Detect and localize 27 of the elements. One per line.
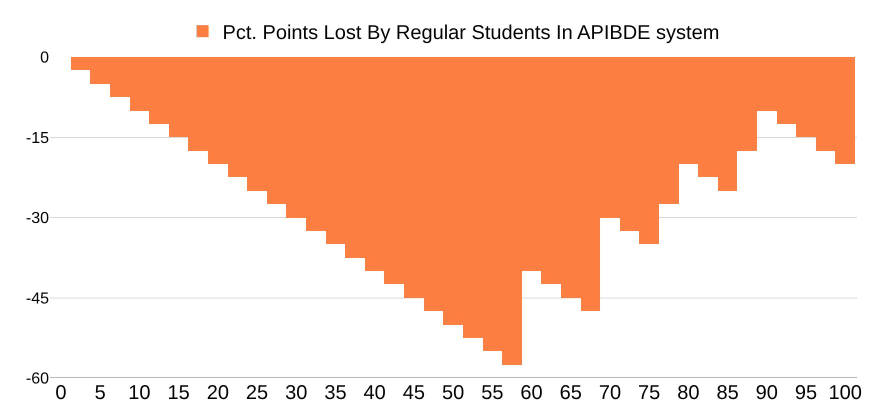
x-tick-label: 20 xyxy=(206,382,229,404)
x-tick-label: 5 xyxy=(94,382,106,404)
y-tick-label: -30 xyxy=(26,210,50,228)
x-tick-label: 95 xyxy=(794,382,818,404)
y-tick-label: -15 xyxy=(26,130,50,147)
x-tick-label: 10 xyxy=(128,382,151,404)
x-tick-label: 40 xyxy=(364,382,386,404)
x-tick-label: 25 xyxy=(246,382,268,404)
legend-label: Pct. Points Lost By Regular Students In APIBDE system xyxy=(222,22,720,44)
x-tick-label: 90 xyxy=(756,382,778,404)
x-tick-label: 85 xyxy=(716,382,739,404)
y-tick-label: -60 xyxy=(26,370,50,388)
x-tick-label: 45 xyxy=(402,382,426,404)
x-tick-label: 50 xyxy=(442,382,464,404)
x-tick-label: 70 xyxy=(598,382,622,404)
x-tick-label: 60 xyxy=(520,382,543,404)
x-tick-label: 15 xyxy=(167,382,190,404)
x-tick-label: 0 xyxy=(55,382,67,404)
x-tick-label: 65 xyxy=(560,382,582,404)
y-tick-label: -45 xyxy=(26,290,50,308)
x-tick-label: 35 xyxy=(324,382,347,404)
x-tick-label: 80 xyxy=(677,382,700,404)
x-tick-label: 30 xyxy=(285,382,308,404)
x-tick-label: 75 xyxy=(638,382,660,404)
x-tick-label: 100 xyxy=(828,382,862,404)
y-tick-label: 0 xyxy=(40,50,50,67)
x-tick-label: 55 xyxy=(481,382,504,404)
